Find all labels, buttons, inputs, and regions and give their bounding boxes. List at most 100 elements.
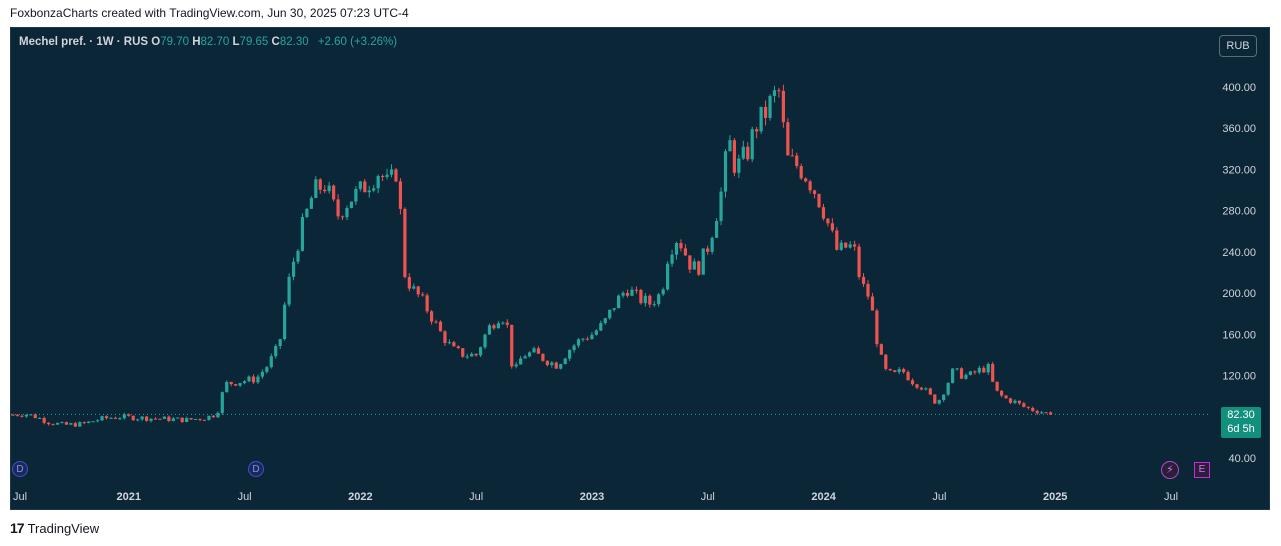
candle-body bbox=[505, 322, 509, 325]
split-event-icon[interactable]: ⚡ bbox=[1161, 461, 1179, 479]
legend-open-value: 79.70 bbox=[160, 36, 190, 48]
y-tick-label: 240.00 bbox=[1222, 247, 1256, 259]
legend-high-label: H bbox=[192, 36, 201, 48]
candle-body bbox=[599, 323, 603, 331]
candle-body bbox=[38, 418, 42, 420]
candle-body bbox=[781, 90, 785, 123]
candle-body bbox=[443, 331, 447, 344]
legend-symbol: Mechel pref. · 1W · RUS bbox=[19, 36, 149, 48]
candle-body bbox=[541, 353, 545, 361]
candle-body bbox=[398, 181, 403, 209]
candle-body bbox=[933, 394, 937, 404]
candle-body bbox=[719, 191, 723, 221]
candle-body bbox=[888, 368, 892, 371]
candle-body bbox=[621, 292, 625, 296]
dividend-event-icon[interactable]: D bbox=[12, 461, 28, 477]
legend-open-label: O bbox=[151, 36, 161, 48]
candle-body bbox=[483, 334, 487, 348]
candle-body bbox=[532, 348, 536, 353]
candle-body bbox=[772, 90, 777, 96]
candle-body bbox=[158, 418, 162, 420]
candle-body bbox=[309, 197, 313, 209]
candle-body bbox=[527, 352, 532, 357]
candle-body bbox=[1048, 412, 1053, 415]
candle-body bbox=[643, 295, 647, 304]
candle-body bbox=[296, 250, 300, 262]
candle-body bbox=[394, 169, 398, 182]
candle-body bbox=[625, 292, 630, 296]
candle-body bbox=[603, 318, 607, 324]
candle-body bbox=[661, 289, 665, 295]
candle-body bbox=[51, 424, 55, 426]
footer-branding: 17 TradingView bbox=[10, 520, 99, 536]
candle-body bbox=[278, 339, 282, 346]
candle-body bbox=[202, 419, 207, 421]
candle-body bbox=[639, 289, 643, 304]
candle-body bbox=[674, 243, 679, 255]
candle-body bbox=[332, 185, 336, 200]
candle-body bbox=[323, 189, 327, 192]
candle-body bbox=[617, 295, 621, 309]
candle-body bbox=[826, 218, 830, 224]
candle-body bbox=[438, 321, 443, 332]
candle-body bbox=[229, 381, 233, 385]
candle-body bbox=[902, 369, 906, 373]
candle-body bbox=[795, 155, 799, 167]
candle-body bbox=[910, 380, 915, 385]
price-chart[interactable]: 40.00 120.00 160.00 200.00 240.00 280.00 320.0… bbox=[11, 28, 1271, 511]
candle-body bbox=[260, 371, 264, 377]
candle-body bbox=[844, 242, 848, 248]
candle-body bbox=[367, 190, 371, 193]
candle-body bbox=[1017, 400, 1021, 404]
candle-body bbox=[127, 414, 131, 416]
currency-button[interactable]: RUB bbox=[1219, 35, 1257, 57]
candle-body bbox=[768, 95, 772, 118]
candle-body bbox=[666, 263, 670, 290]
candle-body bbox=[162, 416, 167, 419]
candle-body bbox=[492, 325, 496, 329]
y-tick-label: 320.00 bbox=[1222, 164, 1256, 176]
x-tick-label: Jul bbox=[238, 491, 252, 503]
candle-body bbox=[47, 422, 51, 425]
candle-body bbox=[514, 364, 518, 367]
candle-body bbox=[354, 188, 358, 202]
x-tick-label: Jul bbox=[469, 491, 483, 503]
candle-body bbox=[385, 174, 389, 178]
candle-body bbox=[821, 207, 826, 219]
candle-body bbox=[144, 416, 149, 421]
candle-body bbox=[839, 242, 843, 250]
candle-body bbox=[1022, 403, 1026, 407]
candle-body bbox=[376, 175, 380, 189]
candle-body bbox=[790, 155, 794, 157]
x-tick-label: 2023 bbox=[580, 491, 604, 503]
candle-body bbox=[456, 346, 460, 349]
y-tick-label: 160.00 bbox=[1222, 329, 1256, 341]
candle-body bbox=[300, 216, 305, 251]
candle-body bbox=[251, 376, 256, 383]
candle-body bbox=[581, 338, 585, 340]
candle-body bbox=[247, 376, 251, 382]
chart-panel[interactable]: 40.00 120.00 160.00 200.00 240.00 280.00 320.0… bbox=[10, 27, 1270, 510]
candle-body bbox=[590, 334, 594, 340]
candle-body bbox=[951, 368, 955, 384]
x-tick-label: 2025 bbox=[1043, 491, 1067, 503]
candle-body bbox=[1004, 395, 1008, 399]
chart-attribution: FoxbonzaCharts created with TradingView.… bbox=[10, 6, 409, 20]
candle-body bbox=[234, 384, 238, 386]
bar-countdown: 6d 5h bbox=[1227, 423, 1255, 435]
candle-body bbox=[683, 248, 688, 256]
dividend-event-icon[interactable]: D bbox=[248, 461, 264, 477]
legend-high-value: 82.70 bbox=[200, 36, 230, 48]
candle-body bbox=[866, 283, 870, 297]
candle-body bbox=[777, 90, 781, 92]
candle-body bbox=[928, 388, 932, 395]
candle-body bbox=[884, 354, 888, 369]
candle-body bbox=[64, 422, 69, 425]
candle-body bbox=[937, 400, 941, 404]
candle-body bbox=[305, 208, 309, 217]
earnings-event-icon[interactable]: E bbox=[1194, 462, 1210, 478]
candle-body bbox=[1044, 412, 1048, 414]
candle-body bbox=[817, 194, 821, 208]
candle-body bbox=[314, 179, 318, 198]
x-tick-label: 2022 bbox=[348, 491, 372, 503]
